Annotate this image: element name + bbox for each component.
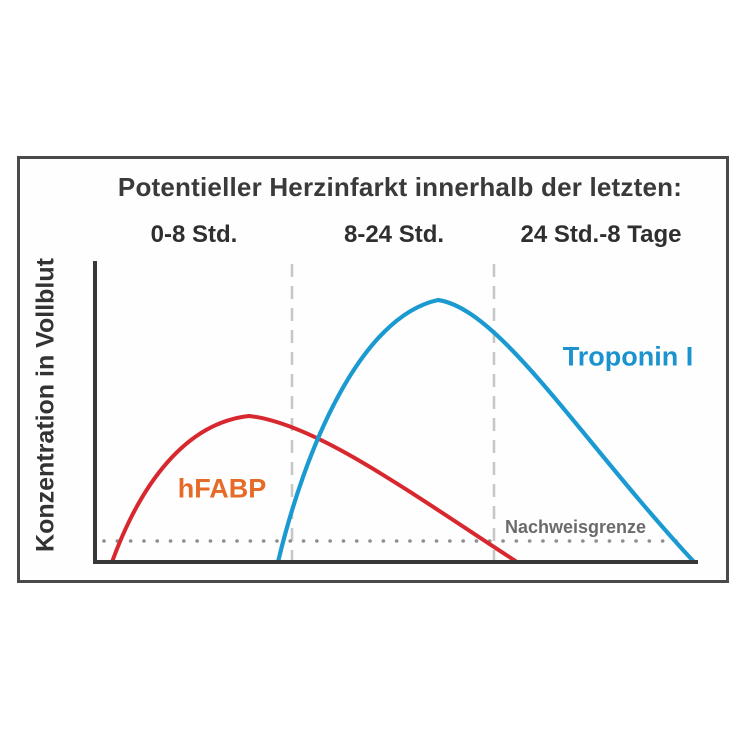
period-label-8-24-std: 8-24 Std. xyxy=(343,221,445,248)
period-label-24-std-8-tage: 24 Std.-8 Tage xyxy=(520,221,682,248)
hfabp-curve xyxy=(110,413,519,564)
detection-limit-label: Nachweisgrenze xyxy=(505,517,647,537)
chart-title: Potentieller Herzinfarkt innerhalb der l… xyxy=(117,172,683,202)
chart-frame: Potentieller Herzinfarkt innerhalb der l… xyxy=(17,156,729,583)
period-label-0-8-std: 0-8 Std. xyxy=(150,221,238,248)
plot-area xyxy=(93,261,698,565)
troponin-curve xyxy=(275,297,697,565)
troponin-curve-label: Troponin I xyxy=(562,341,694,372)
hfabp-curve-label: hFABP xyxy=(177,473,267,504)
